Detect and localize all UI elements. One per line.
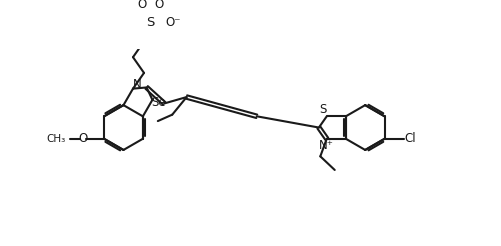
Text: O: O [79,132,88,145]
Text: CH₃: CH₃ [46,134,66,144]
Text: Se: Se [151,96,166,109]
Text: Cl: Cl [404,132,415,145]
Text: N⁺: N⁺ [318,139,333,153]
Text: O⁻: O⁻ [165,16,180,29]
Text: S: S [319,103,326,116]
Text: O: O [137,0,146,11]
Text: N: N [132,78,141,91]
Text: O: O [154,0,163,11]
Text: S: S [146,16,154,29]
